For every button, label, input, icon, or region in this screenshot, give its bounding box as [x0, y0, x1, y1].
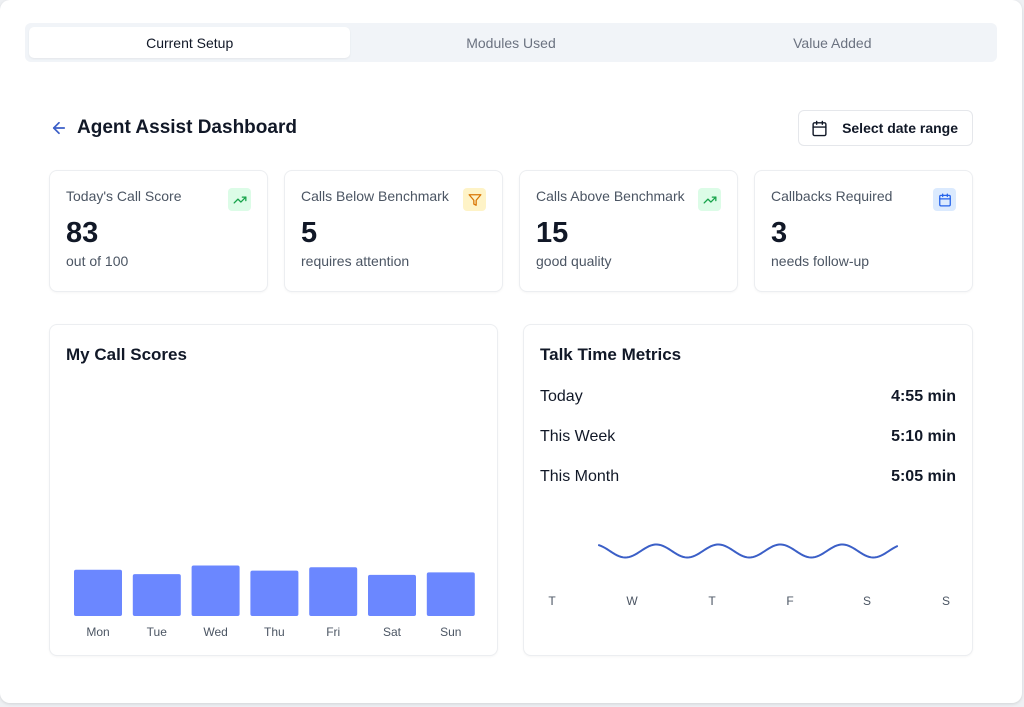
- stat-label: Calls Above Benchmark: [536, 188, 685, 204]
- trending-up-icon: [228, 188, 251, 211]
- stat-value: 15: [536, 217, 569, 249]
- stat-label: Callbacks Required: [771, 188, 893, 204]
- stat-sub: requires attention: [301, 253, 410, 269]
- stat-value: 5: [301, 217, 318, 249]
- stat-card-calls-above: Calls Above Benchmark 15 good quality: [519, 170, 738, 292]
- metric-value: 4:55 min: [891, 388, 956, 405]
- arrow-left-icon[interactable]: [49, 118, 69, 138]
- bar-fri[interactable]: [309, 567, 358, 616]
- panel-title: My Call Scores: [66, 345, 187, 364]
- page-header: Agent Assist Dashboard Select date range: [49, 110, 973, 146]
- call-scores-panel: My Call Scores Mon Tue Wed Thu Fri Sat Sun: [49, 324, 498, 656]
- talk-time-series-line: [598, 543, 898, 559]
- metric-row-this-week: This Week 5:10 min: [540, 417, 956, 457]
- bar-sun[interactable]: [426, 572, 475, 616]
- x-tick-label: S: [863, 594, 871, 608]
- filter-icon: [463, 188, 486, 211]
- tab-value-added[interactable]: Value Added: [793, 34, 872, 51]
- tab-modules-used[interactable]: Modules Used: [466, 34, 556, 51]
- metric-label: This Week: [540, 428, 616, 445]
- x-tick-label: T: [548, 594, 556, 608]
- bar-label-sat: Sat: [383, 625, 402, 639]
- x-tick-label: S: [942, 594, 950, 608]
- stat-card-call-score: Today's Call Score 83 out of 100: [49, 170, 268, 292]
- bar-label-fri: Fri: [326, 625, 340, 639]
- title-wrap: Agent Assist Dashboard: [49, 117, 297, 139]
- stat-sub: good quality: [536, 253, 612, 269]
- stat-value: 83: [66, 217, 99, 249]
- bar-label-wed: Wed: [203, 625, 227, 639]
- bar-wed[interactable]: [191, 565, 240, 616]
- date-button-label: Select date range: [842, 120, 958, 136]
- bar-sat[interactable]: [368, 574, 416, 616]
- bar-label-mon: Mon: [86, 625, 109, 639]
- bar-thu[interactable]: [250, 570, 299, 616]
- metric-label: Today: [540, 388, 583, 405]
- stat-value: 3: [771, 217, 788, 249]
- bar-label-thu: Thu: [264, 625, 285, 639]
- stat-card-calls-below: Calls Below Benchmark 5 requires attenti…: [284, 170, 503, 292]
- bar-label-sun: Sun: [440, 625, 461, 639]
- bar-tue[interactable]: [132, 574, 181, 616]
- stat-card-callbacks: Callbacks Required 3 needs follow-up: [754, 170, 973, 292]
- stat-label: Today's Call Score: [66, 188, 182, 204]
- bar-label-tue: Tue: [147, 625, 168, 639]
- call-scores-bar-chart: Mon Tue Wed Thu Fri Sat Sun: [74, 565, 475, 639]
- metric-row-this-month: This Month 5:05 min: [540, 457, 956, 497]
- metric-value: 5:05 min: [891, 468, 956, 485]
- metric-row-today: Today 4:55 min: [540, 377, 956, 417]
- x-tick-label: W: [626, 594, 638, 608]
- metric-value: 5:10 min: [891, 428, 956, 445]
- calendar-icon: [811, 120, 828, 137]
- tab-current-setup[interactable]: Current Setup: [29, 27, 351, 58]
- x-tick-label: T: [708, 594, 716, 608]
- x-tick-label: F: [786, 594, 793, 608]
- talk-time-list: Today 4:55 min This Week 5:10 min This M…: [540, 377, 956, 497]
- stat-label: Calls Below Benchmark: [301, 188, 449, 204]
- bar-mon[interactable]: [74, 569, 122, 616]
- stat-sub: out of 100: [66, 253, 129, 269]
- panel-title: Talk Time Metrics: [540, 345, 682, 364]
- select-date-range-button[interactable]: Select date range: [798, 110, 973, 146]
- trending-up-icon: [698, 188, 721, 211]
- calendar-icon: [933, 188, 956, 211]
- stat-sub: needs follow-up: [771, 253, 870, 269]
- talk-time-panel: Talk Time Metrics Today 4:55 min This We…: [523, 324, 973, 656]
- page-title: Agent Assist Dashboard: [77, 117, 297, 138]
- metric-label: This Month: [540, 468, 620, 485]
- tab-bar: Current Setup Modules Used Value Added: [25, 23, 997, 62]
